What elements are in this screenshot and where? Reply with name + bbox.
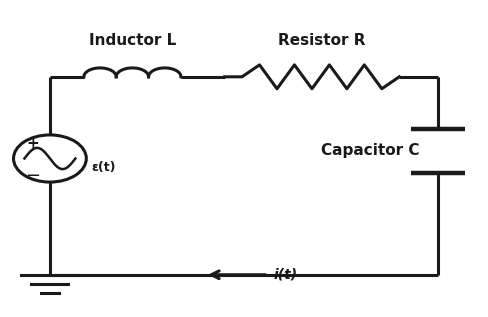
Text: Inductor L: Inductor L: [89, 33, 176, 48]
Text: +: +: [26, 136, 40, 151]
Text: Resistor R: Resistor R: [278, 33, 366, 48]
Text: i(t): i(t): [273, 268, 297, 282]
Text: ε(t): ε(t): [91, 161, 116, 174]
Text: Capacitor C: Capacitor C: [321, 143, 419, 158]
Text: −: −: [25, 167, 41, 185]
